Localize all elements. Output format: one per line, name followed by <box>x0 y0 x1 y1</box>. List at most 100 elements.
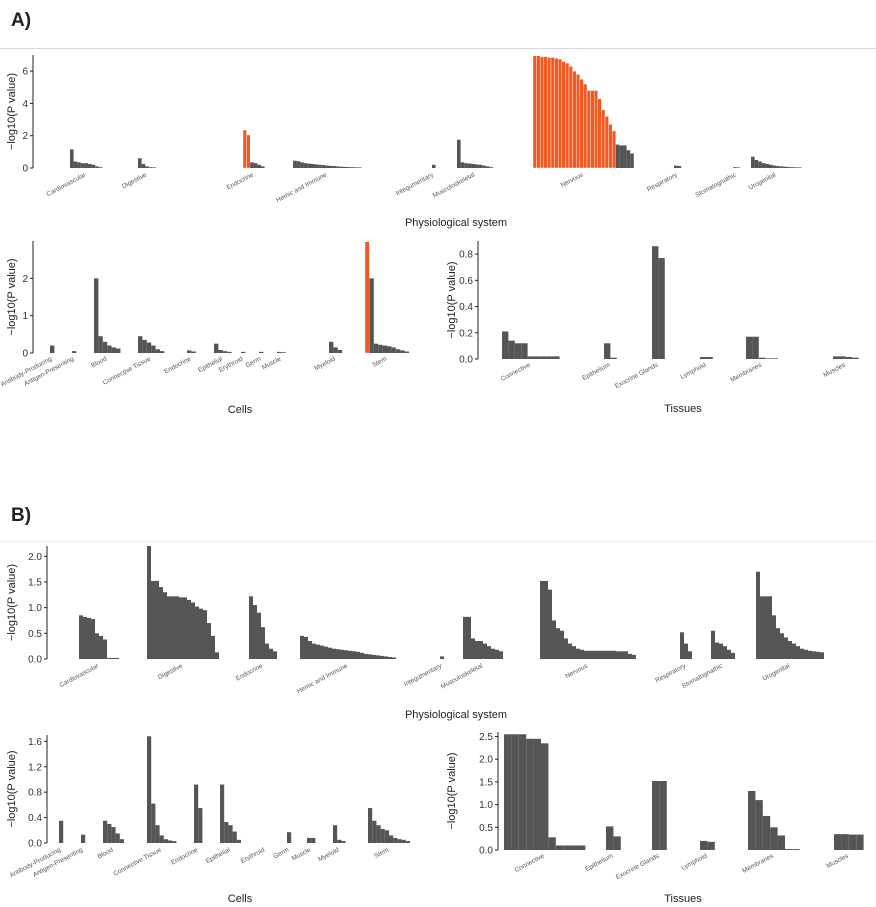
chart1-bar-urogenital-11 <box>790 167 795 168</box>
chart1-bar-respiratory-0 <box>674 165 678 168</box>
chart4-category-label-nervous: Nervous <box>564 662 589 680</box>
chart4-category-label-hemic-and-immune: Hemic and Immune <box>296 662 349 695</box>
chart4-bar-hemic-and-immune-10 <box>340 649 344 659</box>
chart4-bar-hemic-and-immune-19 <box>376 655 380 659</box>
chart4-category-label-stomatognathic: Stomatognathic <box>681 662 725 690</box>
chart4-bar-cardiovascular-2 <box>87 617 91 659</box>
chart2-bar-blood-2 <box>102 341 108 353</box>
chart1-bar-cardiovascular-7 <box>95 166 99 168</box>
chart5-bar-antibody-producing-0 <box>59 820 64 843</box>
chart4-bar-urogenital-8 <box>788 641 792 659</box>
chart2-bar-erythroid-0 <box>241 351 246 353</box>
chart4-bar-hemic-and-immune-14 <box>356 651 360 659</box>
chart3-bar-lymphoid-1 <box>706 357 713 359</box>
chart1-bar-endocrine-3 <box>253 163 258 168</box>
chart3-category-label-connective: Connective <box>500 361 532 383</box>
chart4-bar-stomatognathic-0 <box>711 630 715 659</box>
chart5-bar-connective-tissue-0 <box>147 736 152 843</box>
chart1-bar-urogenital-4 <box>765 163 769 168</box>
chart5-bar-blood-3 <box>115 833 120 843</box>
chart5-category-label-endocrine: Endocrine <box>170 846 199 866</box>
chart3-bar-epithelium-0 <box>604 343 611 359</box>
chart5-bar-epithelial-0 <box>220 784 225 843</box>
panel-b-divider <box>0 541 876 542</box>
chart5-x-axis-label: Cells <box>228 893 253 905</box>
chart6-y-axis-label: −log10(P value) <box>446 752 458 829</box>
chart6-bar-connective-2 <box>518 734 527 850</box>
chart1-bar-musculoskeletal-6 <box>478 164 483 168</box>
chart4-bar-cardiovascular-1 <box>83 616 87 659</box>
chart5-bar-myeloid-2 <box>341 841 346 843</box>
chart4-bar-nervous-11 <box>584 650 588 659</box>
chart6-bar-connective-7 <box>555 845 564 850</box>
chart5-category-label-stem: Stem <box>373 847 390 860</box>
chart4-bar-nervous-17 <box>608 650 612 659</box>
chart3-bar-lymphoid-0 <box>700 357 707 359</box>
chart1-bar-urogenital-9 <box>783 166 787 168</box>
chart1-bar-cardiovascular-5 <box>88 163 92 168</box>
chart4-bar-respiratory-0 <box>680 632 684 659</box>
chart2-bar-stem-8 <box>400 350 405 353</box>
chart2-bar-endocrine-0 <box>187 350 192 353</box>
chart5-bar-connective-tissue-1 <box>151 803 156 843</box>
chart5-y-tick-label-0: 0.0 <box>28 839 42 850</box>
chart4-bar-hemic-and-immune-17 <box>368 654 372 659</box>
chart1-bar-nervous-13 <box>579 79 584 169</box>
chart3-bar-connective-8 <box>553 356 560 359</box>
chart4-bar-respiratory-2 <box>688 651 692 659</box>
chart6-bar-muscles-3 <box>856 834 864 850</box>
chart3-bar-membranes-1 <box>752 336 759 359</box>
chart2-bar-antigen-presenting-0 <box>72 351 77 353</box>
chart3-bar-connective-1 <box>508 340 515 359</box>
chart5-category-label-connective-tissue: Connective Tissue <box>112 846 163 877</box>
chart1-bar-nervous-27 <box>630 153 634 168</box>
chart5-category-label-erythroid: Erythroid <box>240 846 267 865</box>
chart1-bar-hemic-and-immune-16 <box>350 167 355 168</box>
chart2-bar-stem-5 <box>387 346 392 353</box>
chart2-bar-epithelial-2 <box>222 351 228 353</box>
chart4-bar-musculoskeletal-2 <box>471 638 475 659</box>
chart6-category-label-membranes: Membranes <box>741 852 775 875</box>
chart1-bar-nervous-6 <box>554 58 559 169</box>
chart5-bar-connective-tissue-2 <box>155 825 160 843</box>
chart5-y-tick-label-3: 1.2 <box>28 762 42 773</box>
chart1-category-label-cardiovascular: Cardiovascular <box>46 171 88 198</box>
chart6-category-label-lymphoid: Lymphoid <box>680 852 708 871</box>
chart1-bar-hemic-and-immune-17 <box>354 167 358 168</box>
chart4-category-label-integumentary: Integumentary <box>403 662 444 688</box>
chart2-bar-stem-3 <box>378 344 383 353</box>
chart4-bar-musculoskeletal-3 <box>475 641 479 659</box>
chart1-category-label-nervous: Nervous <box>560 171 585 189</box>
chart5-bar-epithelial-1 <box>224 822 229 843</box>
chart4-bar-hemic-and-immune-23 <box>392 657 396 659</box>
chart2-category-label-endocrine: Endocrine <box>163 355 192 375</box>
chart6-bar-muscles-1 <box>841 834 849 850</box>
chart3-y-tick-label-4: 0.8 <box>459 250 473 261</box>
chart1-bar-nervous-1 <box>536 55 541 169</box>
chart4-bar-hemic-and-immune-1 <box>304 636 308 659</box>
chart6-y-tick-label-0: 0.0 <box>479 846 493 857</box>
chart5-bar-muscle-1 <box>311 837 316 843</box>
chart4-bar-hemic-and-immune-20 <box>380 655 384 659</box>
chart6-bar-connective-3 <box>526 738 534 850</box>
chart5-bar-stem-4 <box>384 830 389 843</box>
chart1-bar-endocrine-1 <box>246 134 251 169</box>
chart4-bar-hemic-and-immune-9 <box>336 649 340 659</box>
chart4-bar-integumentary-0 <box>440 656 444 659</box>
chart4-bar-urogenital-12 <box>804 649 808 659</box>
chart1-bar-nervous-19 <box>601 109 606 169</box>
chart2-category-label-germ: Germ <box>245 356 263 370</box>
chart5-bar-stem-7 <box>397 839 402 843</box>
chart3-bar-membranes-3 <box>765 358 772 359</box>
chart5-bar-blood-4 <box>119 839 124 843</box>
chart6-bar-muscles-0 <box>834 834 842 850</box>
chart1-bar-urogenital-12 <box>794 167 798 168</box>
chart1-bar-cardiovascular-4 <box>84 163 88 168</box>
chart2-bar-connective-tissue-5 <box>160 351 165 353</box>
panel-a-divider <box>0 48 876 49</box>
chart4-bar-urogenital-15 <box>816 651 820 659</box>
chart4-bar-cardiovascular-5 <box>99 635 103 659</box>
chart4-bar-nervous-7 <box>568 643 572 659</box>
chart4-bar-urogenital-16 <box>820 652 824 659</box>
